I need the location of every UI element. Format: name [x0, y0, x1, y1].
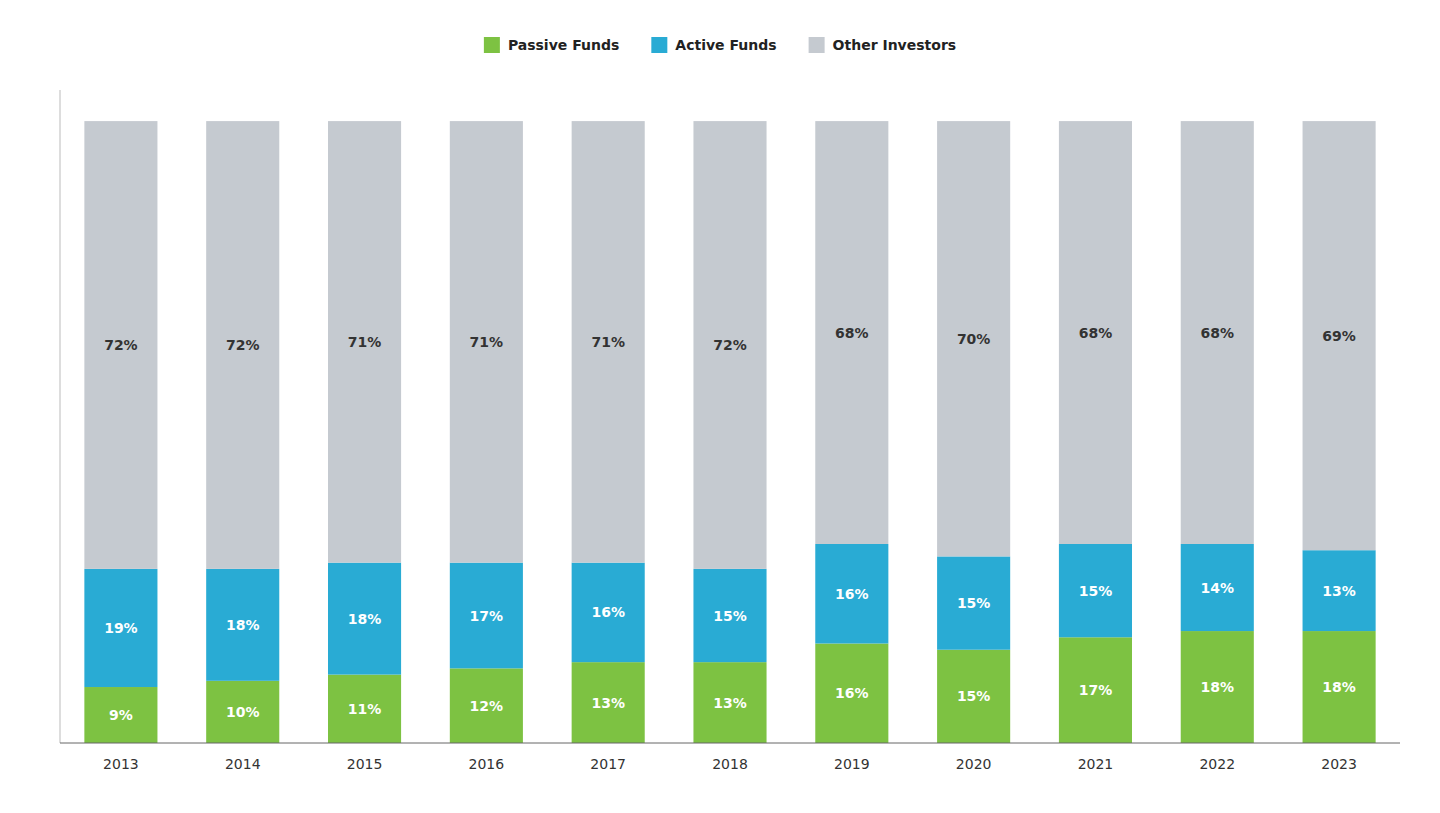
data-label: 17%	[1079, 682, 1113, 698]
bar-segment	[328, 563, 401, 675]
data-label: 15%	[713, 608, 747, 624]
bar-segment	[815, 544, 888, 644]
data-label: 72%	[713, 337, 747, 353]
data-label: 68%	[835, 325, 869, 341]
bar-segment	[693, 662, 766, 743]
data-label: 13%	[713, 695, 747, 711]
data-label: 16%	[835, 685, 869, 701]
bar-segment	[1059, 544, 1132, 637]
data-label: 15%	[957, 595, 991, 611]
x-tick-label: 2013	[103, 756, 139, 772]
data-label: 16%	[591, 604, 625, 620]
bar-segment	[84, 569, 157, 687]
legend-item: Other Investors	[809, 37, 957, 53]
bar-segment	[328, 121, 401, 563]
data-label: 72%	[226, 337, 260, 353]
data-label: 70%	[957, 331, 991, 347]
legend-swatch	[484, 37, 500, 53]
bar-segment	[450, 563, 523, 669]
bar-segment	[206, 681, 279, 743]
bar-segment	[1181, 631, 1254, 743]
page: {"chart_data": { "type": "bar", "stacked…	[0, 0, 1440, 813]
data-label: 69%	[1322, 328, 1356, 344]
data-label: 17%	[470, 608, 504, 624]
y-axis-line	[60, 90, 61, 743]
legend-label: Other Investors	[833, 37, 957, 53]
bar-segment	[1303, 121, 1376, 550]
data-label: 71%	[591, 334, 625, 350]
data-label: 19%	[104, 620, 138, 636]
data-label: 13%	[1322, 583, 1356, 599]
data-label: 18%	[1322, 679, 1356, 695]
legend: Passive Funds Active Funds Other Investors	[484, 37, 956, 53]
x-tick-label: 2023	[1321, 756, 1357, 772]
bar-segment	[206, 569, 279, 681]
bar-segment	[572, 121, 645, 563]
data-label: 15%	[957, 688, 991, 704]
plot-area: 9% 10% 11% 12% 13% 13% 16% 15% 17% 18% 18% 19% 18% 18…	[60, 90, 1400, 772]
bar-segment	[572, 662, 645, 743]
data-label: 68%	[1201, 325, 1235, 341]
legend-label: Active Funds	[675, 37, 776, 53]
bar-segment	[84, 121, 157, 569]
bar-segment	[1181, 121, 1254, 544]
data-label: 14%	[1201, 580, 1235, 596]
data-label: 68%	[1079, 325, 1113, 341]
x-tick-label: 2019	[834, 756, 870, 772]
bar-segment	[693, 569, 766, 662]
x-tick-label: 2016	[469, 756, 505, 772]
legend-label: Passive Funds	[508, 37, 619, 53]
bars	[84, 121, 1375, 743]
bar-segment	[1181, 544, 1254, 631]
bar-segment	[1059, 637, 1132, 743]
x-tick-label: 2022	[1199, 756, 1235, 772]
bar-segment	[1059, 121, 1132, 544]
bar-segment	[815, 643, 888, 743]
data-label: 13%	[591, 695, 625, 711]
data-label: 10%	[226, 704, 260, 720]
x-tick-labels: 2013 2014 2015 2016 2017 2018 2019 2020 2021 2022…	[103, 756, 1357, 772]
chart-svg: 9% 10% 11% 12% 13% 13% 16% 15% 17% 18% 18% 19% 18% 18…	[0, 0, 1440, 813]
data-label: 71%	[348, 334, 382, 350]
bar-segment	[937, 650, 1010, 743]
bar-segment	[450, 668, 523, 743]
bar-segment	[1303, 550, 1376, 631]
x-axis-line	[60, 743, 1400, 744]
x-tick-label: 2017	[590, 756, 626, 772]
data-labels: 9% 10% 11% 12% 13% 13% 16% 15% 17% 18% 18% 19% 18% 18…	[104, 325, 1356, 723]
bar-segment	[450, 121, 523, 563]
legend-swatch	[651, 37, 667, 53]
bar-segment	[328, 675, 401, 743]
bar-segment	[84, 687, 157, 743]
legend-item: Active Funds	[651, 37, 776, 53]
data-label: 16%	[835, 586, 869, 602]
bar-segment	[937, 121, 1010, 556]
x-tick-label: 2015	[347, 756, 383, 772]
data-label: 72%	[104, 337, 138, 353]
bar-segment	[206, 121, 279, 569]
x-tick-label: 2021	[1078, 756, 1114, 772]
bar-segment	[693, 121, 766, 569]
data-label: 11%	[348, 701, 382, 717]
data-label: 12%	[470, 698, 504, 714]
bar-segment	[572, 563, 645, 663]
data-label: 15%	[1079, 583, 1113, 599]
data-label: 71%	[470, 334, 504, 350]
x-tick-label: 2020	[956, 756, 992, 772]
bar-segment	[815, 121, 888, 544]
chart-container: 9% 10% 11% 12% 13% 13% 16% 15% 17% 18% 18% 19% 18% 18…	[0, 0, 1440, 813]
legend-swatch	[809, 37, 825, 53]
data-label: 18%	[348, 611, 382, 627]
x-tick-label: 2014	[225, 756, 261, 772]
bar-segment	[1303, 631, 1376, 743]
x-tick-label: 2018	[712, 756, 748, 772]
data-label: 18%	[1201, 679, 1235, 695]
data-label: 18%	[226, 617, 260, 633]
bar-segment	[937, 556, 1010, 649]
legend-item: Passive Funds	[484, 37, 619, 53]
data-label: 9%	[109, 707, 133, 723]
